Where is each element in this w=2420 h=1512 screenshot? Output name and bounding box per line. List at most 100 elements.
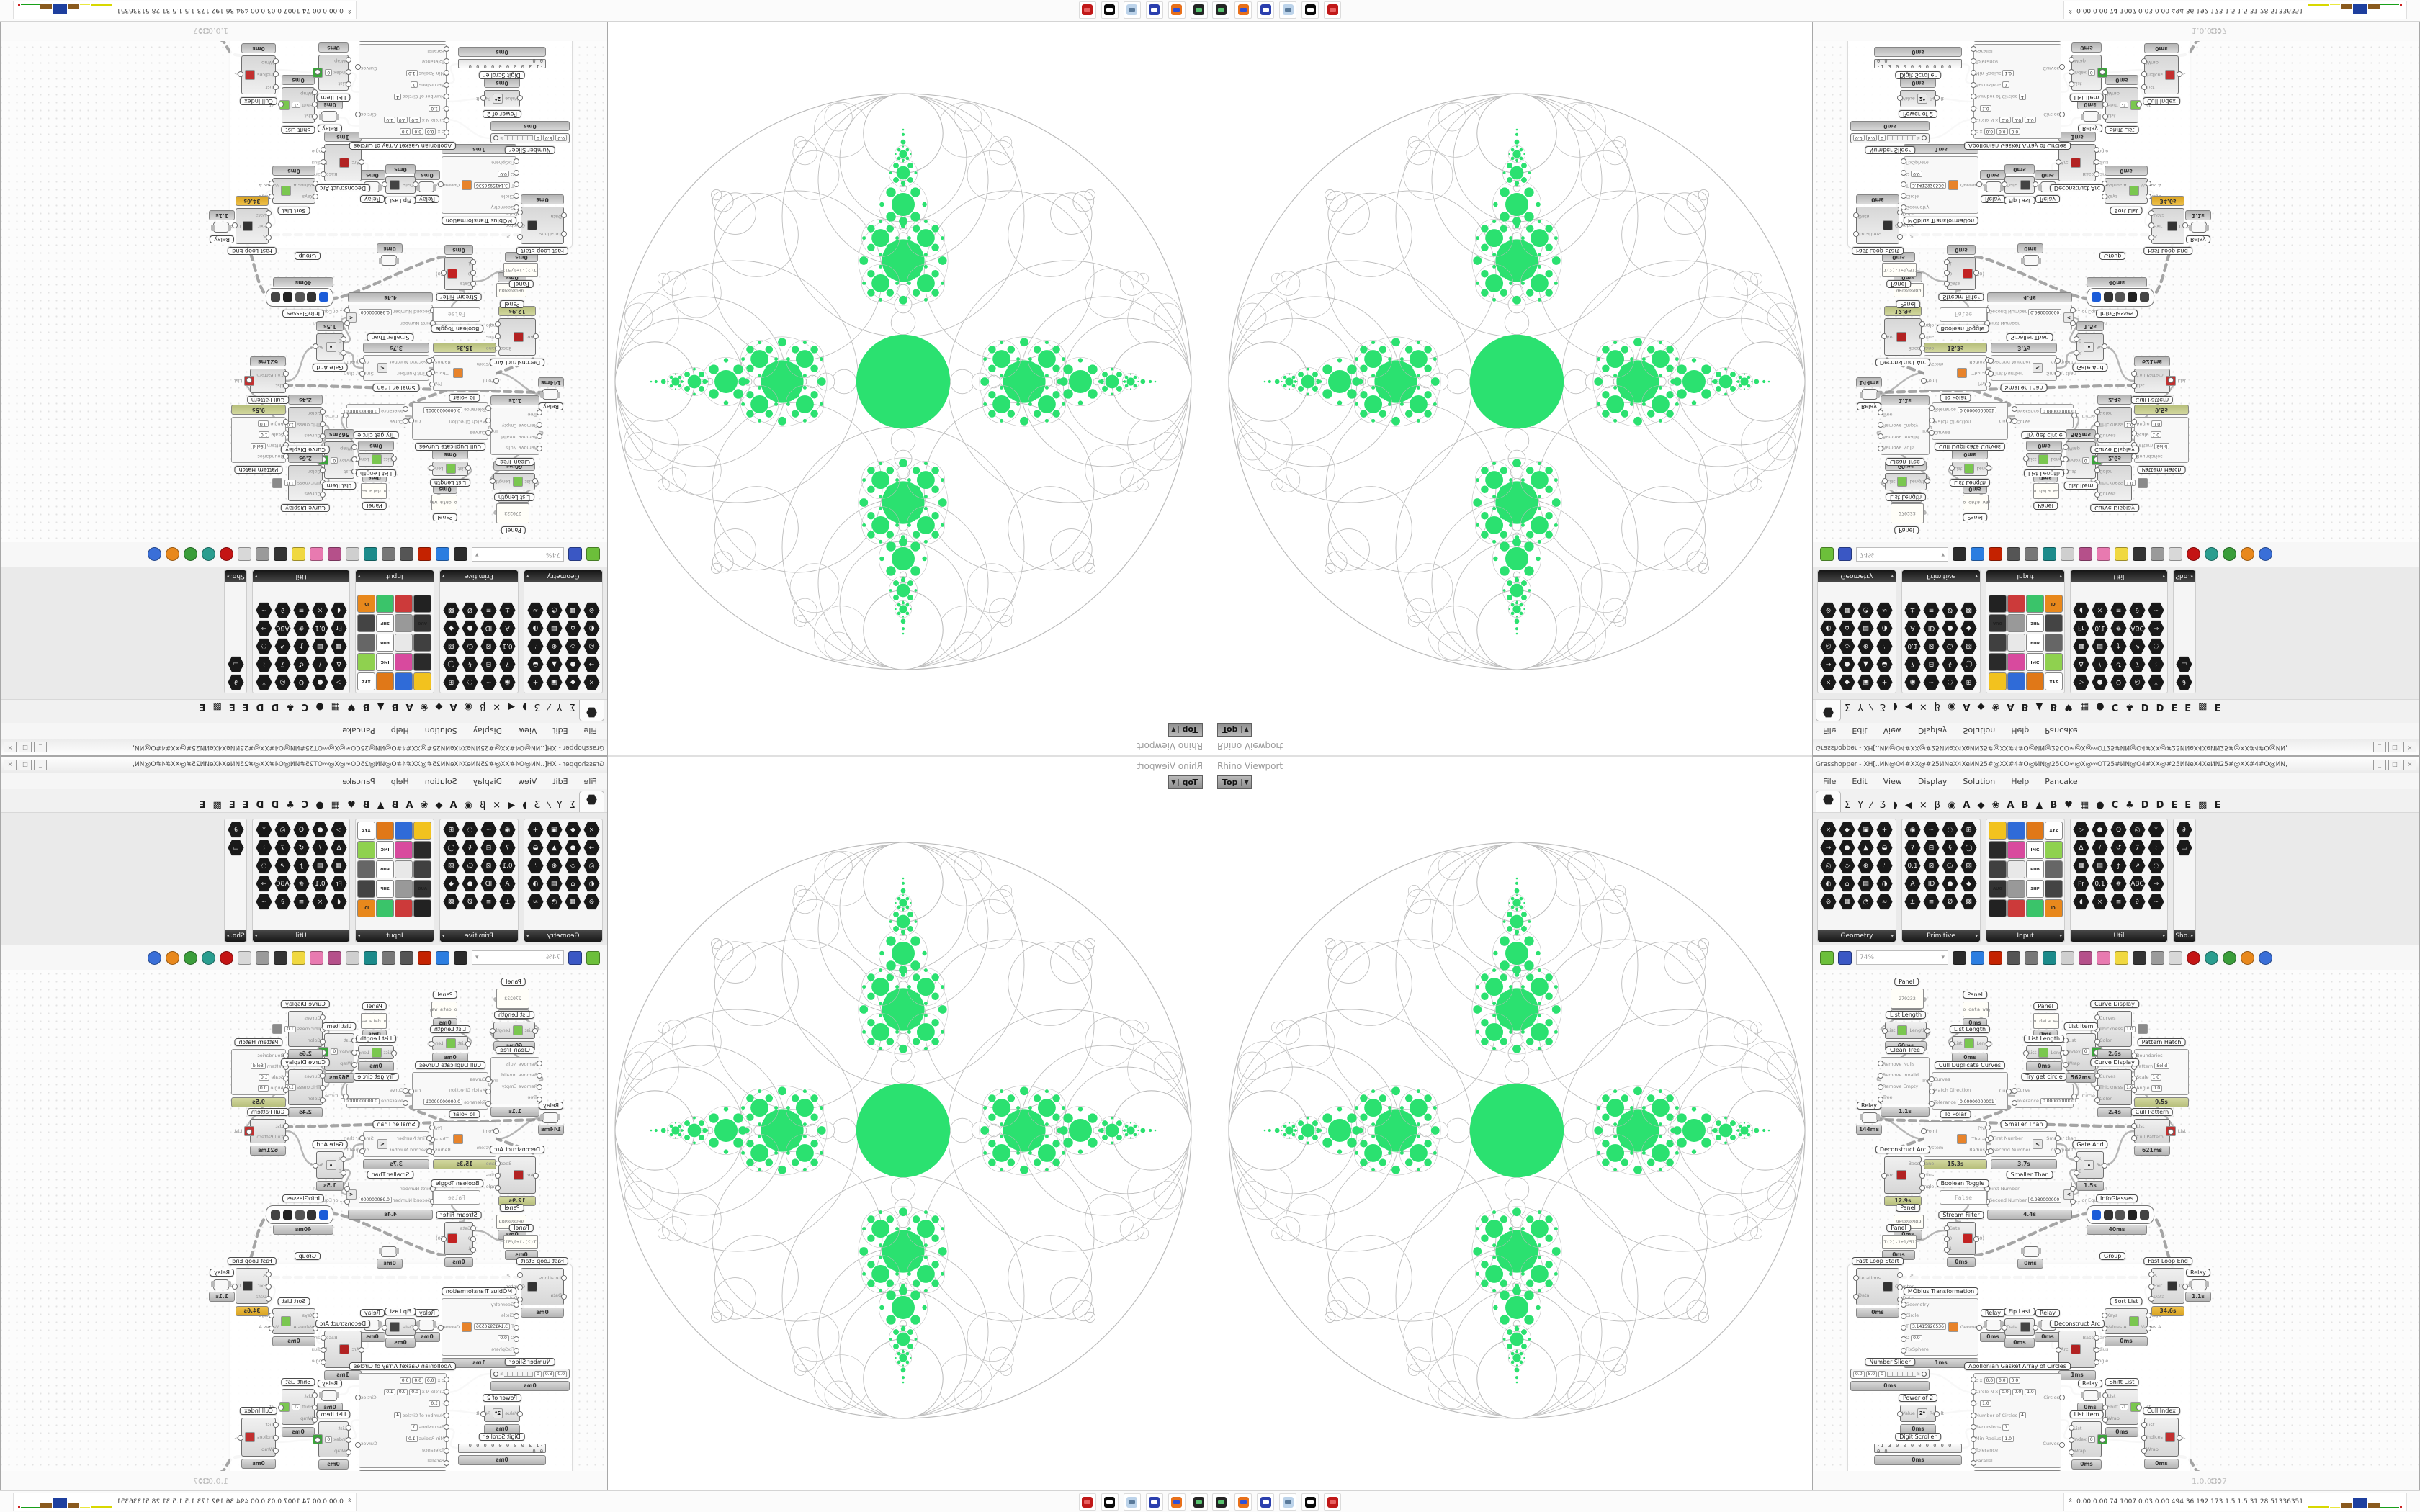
ball-orange-icon[interactable] bbox=[166, 547, 179, 562]
input-port[interactable] bbox=[2102, 113, 2108, 120]
ball-green-icon[interactable] bbox=[184, 547, 197, 562]
component-icon[interactable] bbox=[357, 860, 375, 878]
output-port[interactable] bbox=[355, 1442, 361, 1448]
input-port[interactable] bbox=[2131, 1122, 2137, 1129]
component-icon[interactable]: ▷ bbox=[331, 822, 347, 838]
red-badge-icon[interactable] bbox=[1324, 1, 1341, 19]
input-port[interactable] bbox=[1901, 158, 1906, 164]
relay-node[interactable] bbox=[542, 1112, 558, 1123]
component-icon[interactable]: ▭ bbox=[2176, 656, 2192, 672]
tab-category-4[interactable]: Ʒ bbox=[534, 701, 541, 712]
input-port[interactable] bbox=[2094, 1014, 2100, 1021]
grasshopper-titlebar[interactable]: Grasshopper - XH[..ИN@O4#XX@#25ИNeX4XeИN… bbox=[1813, 757, 2419, 773]
input-port[interactable] bbox=[514, 181, 519, 187]
component-icon[interactable] bbox=[2007, 653, 2025, 671]
component-icon[interactable]: 7 bbox=[1904, 840, 1921, 856]
component-icon[interactable] bbox=[413, 841, 431, 859]
tab-category-4[interactable]: Ʒ bbox=[1879, 701, 1886, 712]
output-port[interactable] bbox=[2102, 343, 2107, 349]
tab-category-1[interactable]: Σ bbox=[1845, 800, 1851, 811]
menu-item-view[interactable]: View bbox=[518, 776, 537, 786]
input-port[interactable] bbox=[2094, 433, 2100, 439]
param-value[interactable]: 1.0 bbox=[1980, 104, 1991, 112]
param-value[interactable]: 0.0 bbox=[257, 1084, 269, 1092]
tab-category-9[interactable]: ◉ bbox=[464, 701, 472, 712]
component-icon[interactable]: ⊘ bbox=[583, 894, 600, 910]
component-icon[interactable]: SHP bbox=[2026, 614, 2044, 632]
palette-group-label[interactable]: Geometry ▾ bbox=[524, 930, 602, 942]
component-icon[interactable] bbox=[2007, 614, 2025, 632]
tab-category-19[interactable]: ● bbox=[315, 701, 324, 712]
input-port[interactable] bbox=[444, 129, 449, 135]
output-port[interactable] bbox=[438, 1325, 444, 1331]
output-port[interactable] bbox=[2094, 159, 2099, 165]
obscure-icon[interactable] bbox=[382, 950, 395, 965]
component-icon[interactable]: ◒ bbox=[527, 840, 544, 856]
input-port[interactable] bbox=[1921, 1128, 1927, 1134]
input-port[interactable] bbox=[1901, 181, 1906, 187]
tab-category-14[interactable]: B bbox=[391, 701, 399, 712]
component-icon[interactable]: ∕ bbox=[2092, 656, 2108, 672]
output-port[interactable] bbox=[490, 478, 496, 484]
input-port[interactable] bbox=[1944, 1236, 1950, 1242]
component-icon[interactable]: ƒ bbox=[293, 858, 310, 874]
component-icon[interactable]: ≀ bbox=[256, 656, 272, 672]
input-port[interactable] bbox=[561, 231, 567, 237]
component-icon[interactable]: A bbox=[1904, 876, 1921, 892]
output-port[interactable] bbox=[2071, 413, 2077, 418]
component-icon[interactable]: ▣ bbox=[546, 674, 563, 690]
surprise-box-icon[interactable] bbox=[2097, 950, 2110, 965]
component-icon[interactable]: ⊘ bbox=[1820, 894, 1837, 910]
component-icon[interactable]: ABC bbox=[2129, 620, 2146, 636]
input-port[interactable] bbox=[312, 102, 318, 107]
input-port[interactable] bbox=[514, 170, 519, 176]
output-port[interactable] bbox=[1919, 320, 1925, 327]
component-icon[interactable]: 7 bbox=[274, 656, 291, 672]
input-port[interactable] bbox=[1988, 1148, 1994, 1154]
input-port[interactable] bbox=[346, 1437, 351, 1443]
component-icon[interactable]: ▭ bbox=[2176, 840, 2192, 856]
component-icon[interactable]: ID. bbox=[357, 595, 375, 613]
component-icon[interactable]: ▦ bbox=[565, 602, 581, 618]
component-icon[interactable]: ◒ bbox=[1876, 840, 1893, 856]
input-port[interactable] bbox=[283, 1122, 289, 1129]
component-icon[interactable]: × bbox=[312, 894, 328, 910]
component-icon[interactable]: 0.1 bbox=[499, 638, 516, 654]
component-icon[interactable] bbox=[2007, 822, 2025, 840]
zoom-extents-icon[interactable] bbox=[1953, 547, 1966, 562]
component-icon[interactable]: ◉ bbox=[499, 822, 516, 838]
close-button[interactable]: × bbox=[4, 759, 17, 770]
menu-item-help[interactable]: Help bbox=[2011, 776, 2030, 786]
output-port[interactable] bbox=[1973, 270, 1979, 276]
input-port[interactable] bbox=[413, 181, 418, 187]
tab-category-2[interactable]: Y bbox=[556, 800, 563, 811]
output-port[interactable] bbox=[2146, 1326, 2151, 1331]
ball-blue-icon[interactable] bbox=[2259, 547, 2272, 562]
output-port[interactable] bbox=[1934, 1411, 1940, 1417]
component-icon[interactable]: § bbox=[462, 656, 478, 672]
component-icon[interactable]: ⊠ bbox=[1923, 858, 1940, 874]
component-icon[interactable]: ≀ bbox=[256, 840, 272, 856]
param-value[interactable]: 1.0 bbox=[258, 1074, 270, 1081]
calculator-icon[interactable] bbox=[1279, 1, 1296, 19]
param-value[interactable]: 0.0 bbox=[2009, 128, 2021, 135]
ball-green-icon[interactable] bbox=[2223, 547, 2236, 562]
component-icon[interactable]: ↺ bbox=[2110, 840, 2127, 856]
input-port[interactable] bbox=[2094, 421, 2100, 427]
component-icon[interactable]: SHP bbox=[376, 880, 394, 898]
component-icon[interactable]: ◑ bbox=[1876, 876, 1893, 892]
zoom-extents-icon[interactable] bbox=[1953, 950, 1966, 965]
tab-category-25[interactable]: E bbox=[228, 701, 236, 712]
output-port[interactable] bbox=[238, 71, 243, 77]
param-value[interactable]: 1 bbox=[2002, 81, 2010, 89]
floppy-64-icon[interactable] bbox=[1257, 1, 1274, 19]
input-port[interactable] bbox=[470, 270, 476, 276]
component-icon[interactable]: ⊠ bbox=[480, 858, 497, 874]
param-value[interactable]: 1.0 bbox=[2150, 1074, 2162, 1081]
param-value[interactable]: 0.00000000001 bbox=[424, 406, 462, 413]
component-icon[interactable]: ≀ bbox=[2148, 656, 2164, 672]
tab-category-18[interactable]: ▦ bbox=[331, 800, 341, 811]
input-port[interactable] bbox=[485, 1076, 491, 1082]
number-slider[interactable]: 0.0 5.0 0 5 bbox=[490, 133, 570, 143]
component-icon[interactable]: IMG bbox=[2026, 841, 2044, 859]
